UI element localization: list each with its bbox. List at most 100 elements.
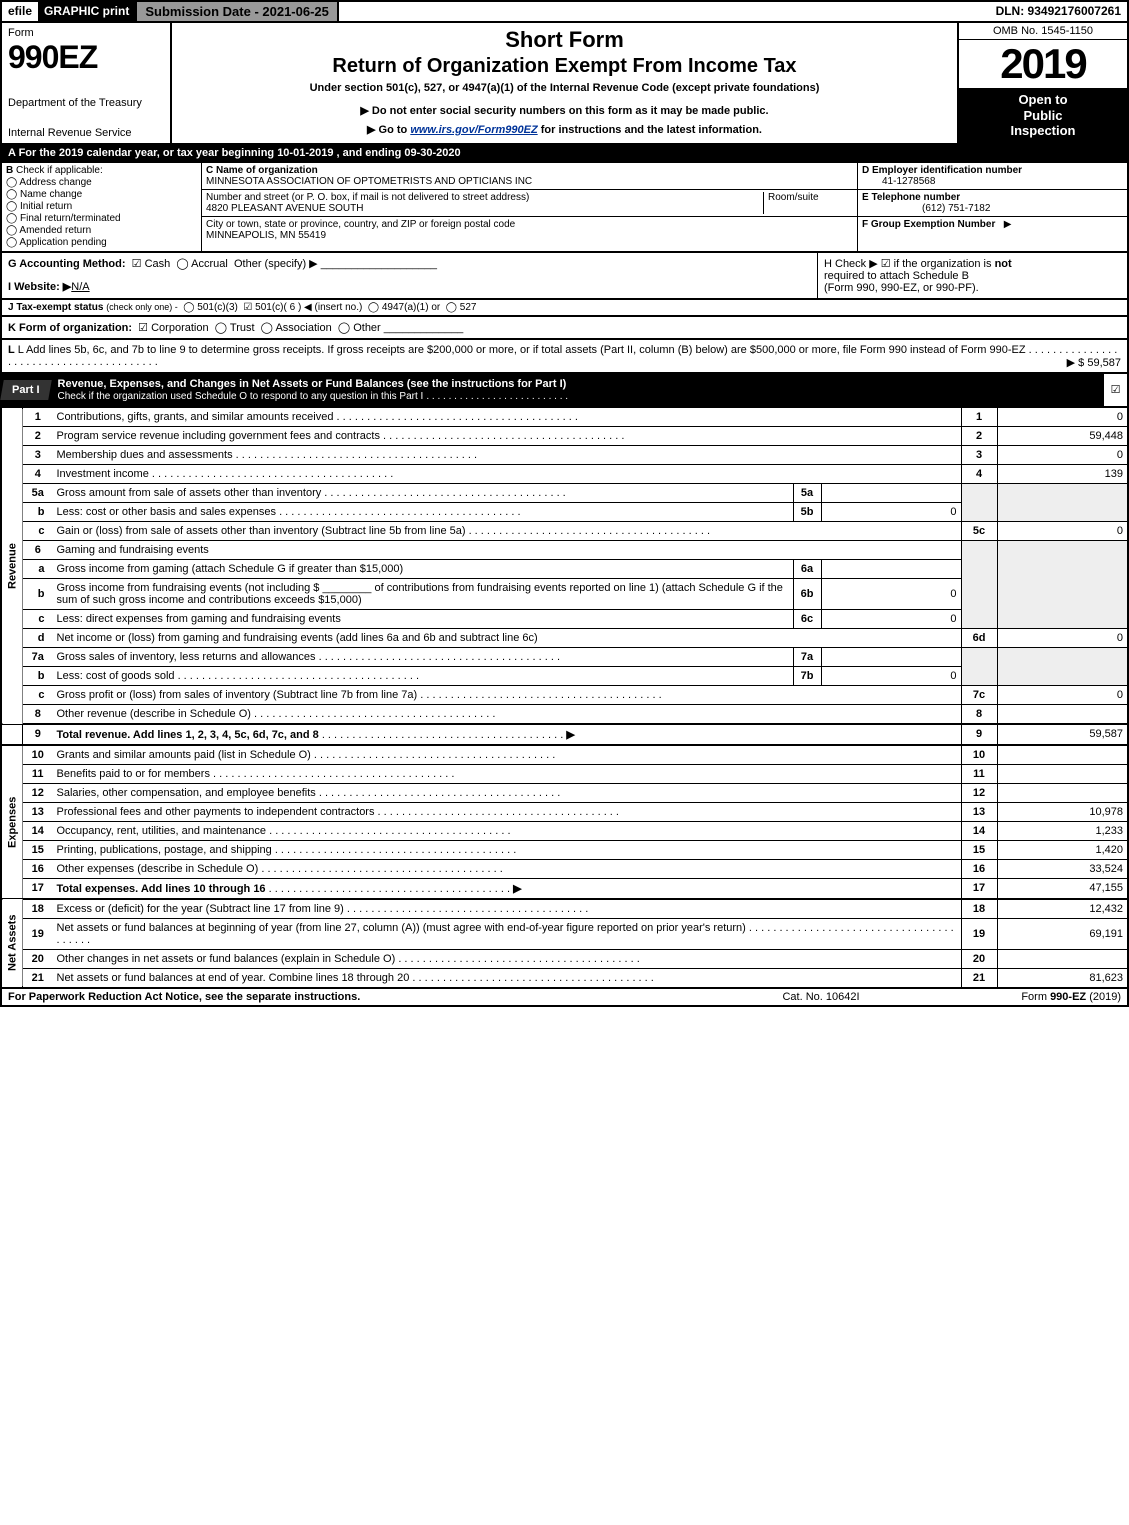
line-17-val: 47,155: [997, 878, 1127, 899]
line-7c-desc: Gross profit or (loss) from sales of inv…: [57, 689, 418, 701]
line-5a-desc: Gross amount from sale of assets other t…: [57, 487, 322, 499]
chk-trust[interactable]: ◯: [215, 322, 227, 334]
part1-tab: Part I: [12, 384, 40, 396]
line-2-box: 2: [961, 426, 997, 445]
chk-cash[interactable]: ☑: [132, 258, 142, 270]
shade-5ab: [961, 483, 997, 521]
do-not-enter: ▶ Do not enter social security numbers o…: [178, 104, 951, 117]
line-1-num: 1: [23, 408, 53, 427]
chk-amended-return[interactable]: ◯ Amended return: [6, 225, 197, 236]
line-5c-desc: Gain or (loss) from sale of assets other…: [57, 525, 466, 537]
chk-application-pending[interactable]: ◯ Application pending: [6, 237, 197, 248]
tax-year: 2019: [959, 40, 1127, 88]
line-18-desc: Excess or (deficit) for the year (Subtra…: [57, 903, 344, 915]
section-j: J Tax-exempt status (check only one) - ◯…: [0, 300, 1129, 317]
line-16-box: 16: [961, 859, 997, 878]
section-a-taxyear: A For the 2019 calendar year, or tax yea…: [0, 145, 1129, 163]
line-7a-midbox: 7a: [793, 647, 821, 666]
line-1-desc: Contributions, gifts, grants, and simila…: [57, 411, 334, 423]
line-10-val: [997, 745, 1127, 765]
line-9-desc: Total revenue. Add lines 1, 2, 3, 4, 5c,…: [57, 729, 319, 741]
line-12-num: 12: [23, 783, 53, 802]
header-block: Form 990EZ Department of the Treasury In…: [0, 23, 1129, 145]
line-1-box: 1: [961, 408, 997, 427]
line-12-desc: Salaries, other compensation, and employ…: [57, 787, 316, 799]
line-7c-box: 7c: [961, 685, 997, 704]
line-14-num: 14: [23, 821, 53, 840]
line-3-num: 3: [23, 445, 53, 464]
line-12-box: 12: [961, 783, 997, 802]
line-17-desc: Total expenses. Add lines 10 through 16: [57, 883, 266, 895]
line-16-desc: Other expenses (describe in Schedule O): [57, 863, 259, 875]
goto-link[interactable]: www.irs.gov/Form990EZ: [410, 124, 537, 136]
line-21-box: 21: [961, 968, 997, 987]
chk-4947[interactable]: ◯: [368, 302, 379, 313]
goto-pre: ▶ Go to: [367, 124, 410, 136]
chk-name-change[interactable]: ◯ Name change: [6, 189, 197, 200]
line-7a-num: 7a: [23, 647, 53, 666]
ein-value: 41-1278568: [862, 176, 935, 187]
org-address: 4820 PLEASANT AVENUE SOUTH: [206, 203, 363, 214]
section-i: I Website: ▶N/A: [8, 280, 811, 293]
line-16-num: 16: [23, 859, 53, 878]
shade-7: [961, 647, 997, 685]
line-12-val: [997, 783, 1127, 802]
part1-header: Part I Revenue, Expenses, and Changes in…: [0, 374, 1129, 408]
line-6-desc: Gaming and fundraising events: [53, 540, 962, 559]
part1-checkbox[interactable]: ☑: [1103, 374, 1127, 406]
line-10-num: 10: [23, 745, 53, 765]
chk-initial-return[interactable]: ◯ Initial return: [6, 201, 197, 212]
shade-6: [961, 540, 997, 628]
line-7a-desc: Gross sales of inventory, less returns a…: [57, 651, 316, 663]
footer-catno: Cat. No. 10642I: [721, 991, 921, 1003]
line-18-val: 12,432: [997, 899, 1127, 919]
line-21-val: 81,623: [997, 968, 1127, 987]
section-def: D Employer identification number 41-1278…: [857, 163, 1127, 251]
chk-501c[interactable]: ☑: [243, 302, 252, 313]
line-11-val: [997, 764, 1127, 783]
line-15-val: 1,420: [997, 840, 1127, 859]
line-4-val: 139: [997, 464, 1127, 483]
website-value: N/A: [71, 281, 89, 293]
section-c: C Name of organization MINNESOTA ASSOCIA…: [202, 163, 857, 251]
chk-other[interactable]: ◯: [338, 322, 350, 334]
e-label: E Telephone number: [862, 192, 960, 203]
line-6-num: 6: [23, 540, 53, 559]
line-3-box: 3: [961, 445, 997, 464]
line-7c-val: 0: [997, 685, 1127, 704]
line-9-val: 59,587: [997, 724, 1127, 745]
footer: For Paperwork Reduction Act Notice, see …: [0, 989, 1129, 1007]
chk-527[interactable]: ◯: [446, 302, 457, 313]
chk-501c3[interactable]: ◯: [183, 302, 194, 313]
gh-block: G Accounting Method: ☑ Cash ◯ Accrual Ot…: [0, 253, 1129, 300]
f-arrow: ▶: [1004, 219, 1012, 230]
line-6d-desc: Net income or (loss) from gaming and fun…: [57, 632, 538, 644]
line-6d-num: d: [23, 628, 53, 647]
line-10-desc: Grants and similar amounts paid (list in…: [57, 749, 311, 761]
line-10-box: 10: [961, 745, 997, 765]
graphic-print-button[interactable]: GRAPHIC print: [38, 2, 135, 21]
line-6a-midval: [821, 559, 961, 578]
chk-accrual[interactable]: ◯: [176, 258, 188, 270]
line-5b-midval: 0: [821, 502, 961, 521]
line-8-val: [997, 704, 1127, 724]
line-6a-midbox: 6a: [793, 559, 821, 578]
line-7b-num: b: [23, 666, 53, 685]
line-15-desc: Printing, publications, postage, and shi…: [57, 844, 272, 856]
chk-corporation[interactable]: ☑: [138, 322, 148, 334]
line-7a-midval: [821, 647, 961, 666]
chk-address-change[interactable]: ◯ Address change: [6, 177, 197, 188]
return-title: Return of Organization Exempt From Incom…: [178, 55, 951, 78]
line-4-box: 4: [961, 464, 997, 483]
addr-label: Number and street (or P. O. box, if mail…: [206, 192, 529, 203]
chk-association[interactable]: ◯: [261, 322, 273, 334]
chk-final-return[interactable]: ◯ Final return/terminated: [6, 213, 197, 224]
section-h: H Check ▶ ☑ if the organization is not r…: [817, 253, 1127, 298]
org-city: MINNEAPOLIS, MN 55419: [206, 230, 326, 241]
header-center: Short Form Return of Organization Exempt…: [172, 23, 957, 143]
info-block: B Check if applicable: ◯ Address change …: [0, 163, 1129, 253]
org-name: MINNESOTA ASSOCIATION OF OPTOMETRISTS AN…: [206, 176, 532, 187]
line-6a-num: a: [23, 559, 53, 578]
line-5a-midbox: 5a: [793, 483, 821, 502]
line-6c-midbox: 6c: [793, 609, 821, 628]
